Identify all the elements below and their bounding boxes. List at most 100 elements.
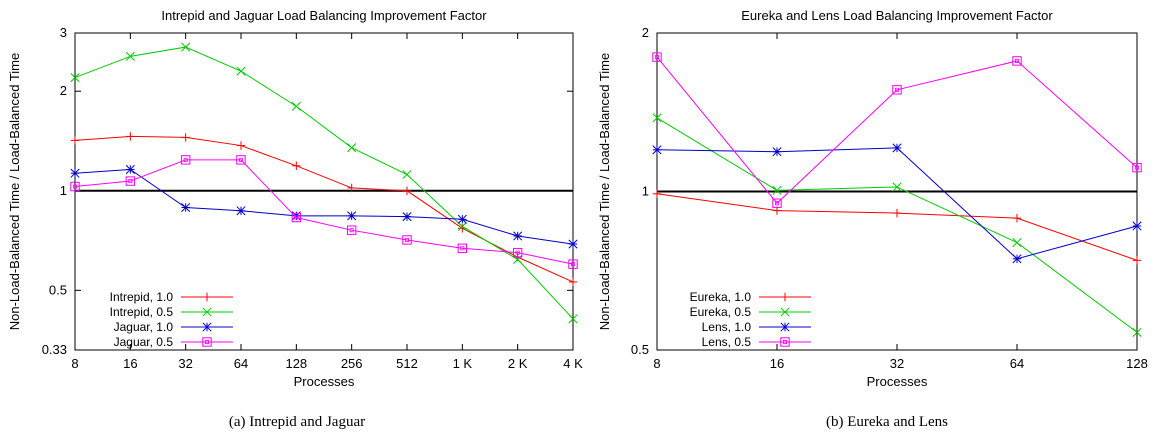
data-point: [652, 189, 662, 198]
legend-marker-d2: [202, 322, 212, 332]
data-point: [70, 72, 80, 83]
y-tick-label: 0.33: [42, 342, 67, 357]
data-point: [892, 208, 902, 218]
legend-marker-box: [202, 337, 212, 347]
data-point: [292, 161, 301, 170]
data-point-box: [772, 198, 782, 208]
figure-caption: (b) Eureka and Lens: [826, 414, 948, 430]
x-tick-label: 8: [71, 356, 78, 371]
legend-marker-inner: [783, 339, 788, 344]
series-intrepid-0-5: [70, 42, 578, 324]
data-point-inner: [515, 250, 520, 255]
data-point: [347, 211, 357, 221]
data-point-box: [892, 85, 902, 95]
series-line: [74, 159, 574, 265]
data-point: [236, 155, 246, 165]
series-line: [74, 135, 574, 283]
data-point-d2: [125, 164, 135, 175]
data-point: [402, 235, 412, 245]
x-tick-label: 512: [396, 356, 418, 371]
legend-label: Eureka, 0.5: [690, 305, 752, 319]
data-point: [1132, 327, 1142, 337]
data-point-inner: [655, 55, 660, 60]
x-tick-label: 128: [285, 356, 307, 371]
data-point: [236, 206, 246, 216]
data-point-inner: [238, 157, 243, 162]
data-point: [652, 145, 662, 155]
data-point: [1012, 213, 1022, 223]
data-point-d2: [513, 231, 523, 241]
series-lens-1-0: [652, 143, 1142, 264]
data-point-inner: [571, 262, 576, 267]
data-point-box: [1132, 162, 1142, 173]
data-point: [1132, 162, 1142, 173]
chart-panel-2: Eureka and Lens Load Balancing Improveme…: [597, 8, 1148, 430]
data-point: [568, 314, 578, 324]
data-point-inner: [404, 237, 409, 242]
data-point: [568, 239, 578, 249]
data-point: [512, 247, 523, 258]
chart-title: Eureka and Lens Load Balancing Improveme…: [741, 8, 1053, 23]
data-point-d2: [1012, 237, 1022, 248]
y-tick-label: 1: [60, 183, 67, 198]
data-point: [346, 225, 357, 235]
legend-marker: [202, 337, 212, 347]
data-point-d2: [892, 182, 902, 192]
x-tick-label: 32: [178, 356, 192, 371]
data-point-d2: [568, 239, 578, 249]
chart-panel-1: Intrepid and Jaguar Load Balancing Impro…: [7, 8, 583, 430]
data-point-d2: [236, 206, 246, 216]
x-tick-label: 64: [234, 356, 248, 371]
data-point: [125, 176, 136, 186]
data-point-inner: [1135, 165, 1140, 170]
legend-label: Jaguar, 0.5: [114, 335, 174, 349]
data-point: [772, 198, 782, 208]
data-point-box: [568, 259, 578, 269]
data-point-d2: [1012, 254, 1022, 264]
data-point: [70, 136, 80, 145]
data-point-box: [512, 247, 523, 258]
x-axis-label: Processes: [294, 374, 355, 389]
data-point: [126, 132, 135, 141]
data-point: [1012, 237, 1022, 248]
legend-label: Lens, 1.0: [702, 320, 752, 334]
data-point-d2: [568, 314, 578, 324]
data-point: [513, 231, 523, 241]
legend-label: Eureka, 1.0: [690, 290, 752, 304]
data-point: [568, 277, 578, 287]
data-point: [347, 143, 357, 153]
series-jaguar-0-5: [70, 155, 578, 269]
data-point-d2: [1132, 327, 1142, 337]
data-point-box: [652, 52, 662, 62]
data-point: [1132, 221, 1142, 231]
y-tick-label: 2: [60, 83, 67, 98]
legend-label: Intrepid, 0.5: [110, 305, 174, 319]
chart-title: Intrepid and Jaguar Load Balancing Impro…: [161, 8, 487, 23]
legend-label: Lens, 0.5: [702, 335, 752, 349]
data-point: [1132, 256, 1142, 265]
x-tick-label: 8: [653, 356, 660, 371]
data-point-d2: [457, 221, 467, 232]
y-tick-label: 3: [60, 25, 67, 40]
data-point-box: [402, 235, 412, 245]
data-point-box: [1012, 56, 1022, 66]
x-axis-label: Processes: [867, 374, 928, 389]
data-point-d2: [70, 168, 80, 178]
legend-marker: [780, 322, 790, 332]
data-point: [457, 243, 468, 253]
data-point-box: [457, 243, 468, 253]
data-point: [70, 168, 80, 178]
legend-marker: [202, 322, 212, 332]
data-point-box: [125, 176, 136, 186]
data-point: [125, 164, 135, 175]
data-point: [291, 212, 302, 223]
legend-marker: [202, 307, 212, 317]
data-point-d2: [457, 214, 467, 224]
y-axis-label: Non-Load-Balanced Time / Load-Balanced T…: [597, 53, 612, 331]
series-line: [74, 168, 574, 245]
legend-marker-d2: [780, 307, 790, 317]
x-tick-label: 128: [1126, 356, 1148, 371]
